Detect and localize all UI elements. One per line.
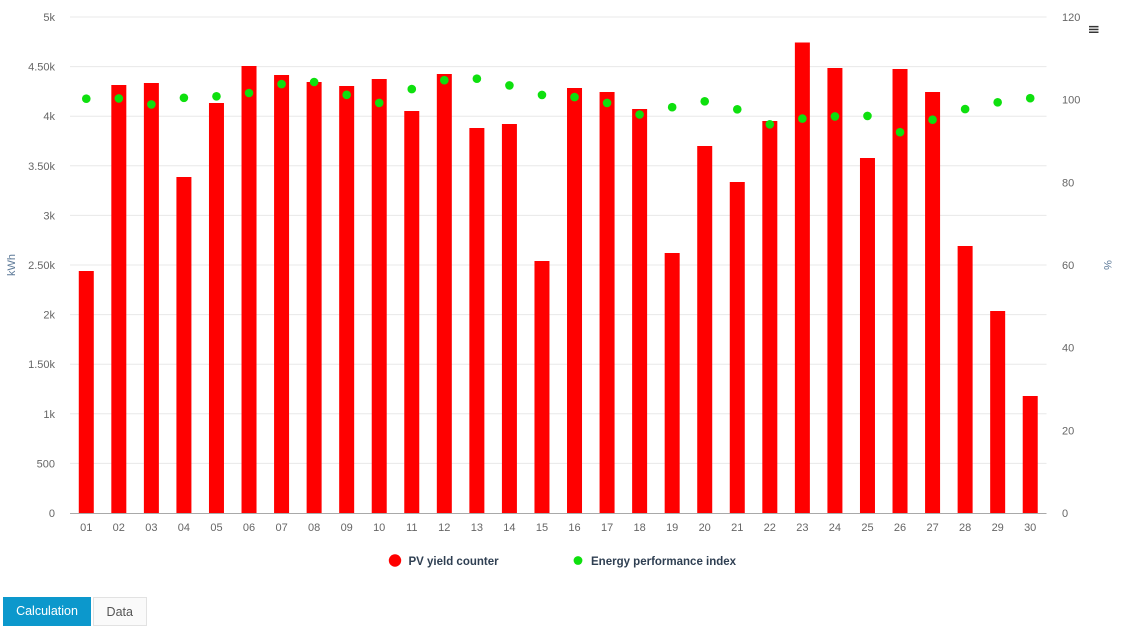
svg-text:40: 40 (1062, 343, 1074, 355)
svg-text:3k: 3k (43, 210, 55, 222)
svg-text:10: 10 (373, 522, 385, 534)
svg-text:01: 01 (80, 522, 92, 534)
svg-text:21: 21 (731, 522, 743, 534)
svg-text:14: 14 (503, 522, 515, 534)
svg-text:15: 15 (536, 522, 548, 534)
svg-text:09: 09 (341, 522, 353, 534)
svg-text:Energy performance index: Energy performance index (591, 556, 737, 568)
svg-text:03: 03 (145, 522, 157, 534)
svg-text:22: 22 (764, 522, 776, 534)
svg-text:27: 27 (926, 522, 938, 534)
svg-text:1.50k: 1.50k (28, 359, 55, 371)
svg-text:23: 23 (796, 522, 808, 534)
svg-text:PV yield counter: PV yield counter (409, 556, 500, 568)
svg-text:19: 19 (666, 522, 678, 534)
svg-text:2.50k: 2.50k (28, 260, 55, 272)
svg-text:02: 02 (113, 522, 125, 534)
svg-text:5k: 5k (43, 12, 55, 24)
svg-text:20: 20 (699, 522, 711, 534)
svg-text:18: 18 (633, 522, 645, 534)
svg-text:08: 08 (308, 522, 320, 534)
svg-text:12: 12 (438, 522, 450, 534)
svg-text:%: % (1101, 260, 1113, 270)
svg-text:11: 11 (406, 522, 417, 534)
svg-text:120: 120 (1062, 12, 1080, 24)
svg-text:13: 13 (471, 522, 483, 534)
svg-text:25: 25 (861, 522, 873, 534)
svg-text:kWh: kWh (6, 254, 18, 276)
svg-text:26: 26 (894, 522, 906, 534)
svg-text:0: 0 (49, 508, 55, 520)
svg-text:80: 80 (1062, 177, 1074, 189)
svg-text:17: 17 (601, 522, 613, 534)
svg-text:60: 60 (1062, 260, 1074, 272)
svg-text:20: 20 (1062, 425, 1074, 437)
svg-text:06: 06 (243, 522, 255, 534)
svg-text:4.50k: 4.50k (28, 62, 55, 74)
svg-text:16: 16 (568, 522, 580, 534)
svg-text:24: 24 (829, 522, 841, 534)
svg-text:04: 04 (178, 522, 190, 534)
svg-text:0: 0 (1062, 508, 1068, 520)
svg-text:30: 30 (1024, 522, 1036, 534)
svg-text:05: 05 (210, 522, 222, 534)
svg-text:07: 07 (275, 522, 287, 534)
svg-text:2k: 2k (43, 310, 55, 322)
svg-text:29: 29 (992, 522, 1004, 534)
svg-text:3.50k: 3.50k (28, 161, 55, 173)
svg-text:28: 28 (959, 522, 971, 534)
svg-text:500: 500 (37, 458, 55, 470)
svg-text:1k: 1k (43, 409, 55, 421)
svg-text:100: 100 (1062, 95, 1080, 107)
svg-text:4k: 4k (43, 111, 55, 123)
